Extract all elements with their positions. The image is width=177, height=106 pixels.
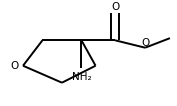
Text: O: O: [111, 2, 119, 12]
Text: O: O: [10, 61, 18, 71]
Text: O: O: [141, 38, 149, 48]
Text: NH₂: NH₂: [72, 72, 91, 82]
